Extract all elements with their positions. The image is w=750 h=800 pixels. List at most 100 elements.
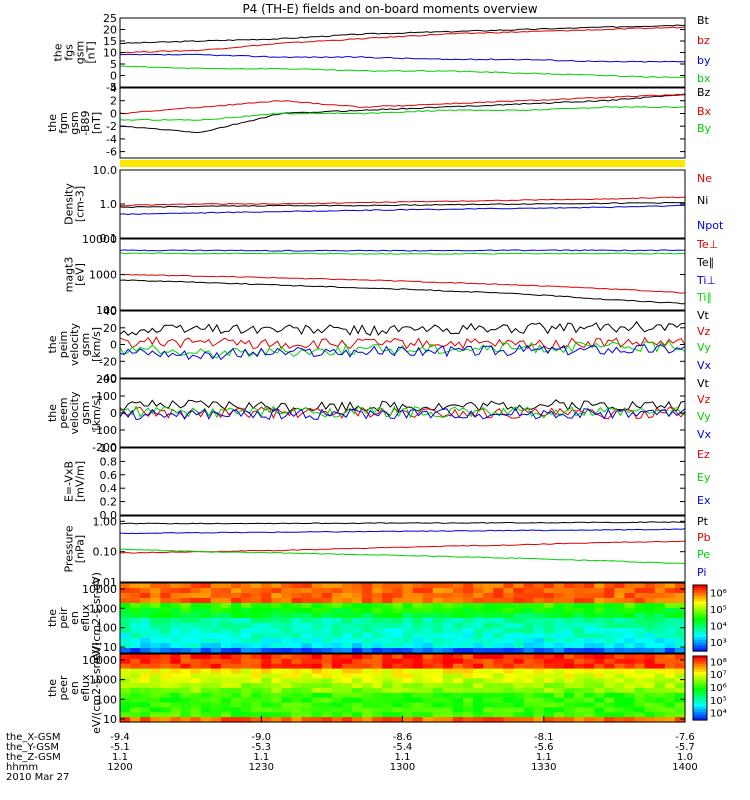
- spectrogram-cell: [382, 608, 393, 614]
- spectrogram-cell: [331, 588, 343, 594]
- spectrogram-cell: [362, 678, 373, 684]
- spectrogram-cell: [543, 668, 555, 675]
- spectrogram-cell: [301, 638, 313, 644]
- spectrogram-cell: [261, 673, 272, 679]
- colorbar-swatch: [693, 618, 707, 622]
- spectrogram-cell: [553, 588, 565, 594]
- spectrogram-cell: [170, 663, 182, 670]
- spectrogram-cell: [140, 603, 151, 609]
- spectrogram-cell: [503, 643, 515, 649]
- spectrogram-cell: [140, 702, 151, 709]
- legend-entry: Te⊥: [696, 238, 718, 251]
- spectrogram-cell: [130, 648, 141, 654]
- spectrogram-cell: [402, 688, 414, 694]
- spectrogram-cell: [584, 633, 595, 639]
- spectrogram-cell: [594, 628, 605, 634]
- spectrogram-cell: [231, 588, 242, 594]
- spectrogram-cell: [432, 618, 444, 624]
- spectrogram-cell: [463, 658, 474, 665]
- spectrogram-cell: [231, 643, 242, 649]
- spectrogram-cell: [220, 608, 232, 614]
- spectrogram-cell: [664, 608, 676, 614]
- spectrogram-cell: [130, 683, 141, 689]
- spectrogram-cell: [644, 707, 656, 713]
- y-tick-label: 100: [96, 693, 117, 706]
- spectrogram-cell: [654, 692, 666, 699]
- spectrogram-cell: [473, 628, 484, 634]
- spectrogram-cell: [352, 633, 363, 639]
- spectrogram-cell: [180, 588, 192, 594]
- colorbar-swatch: [693, 698, 707, 702]
- spectrogram-cell: [281, 643, 293, 649]
- x-axis-value: 1.1: [395, 752, 411, 763]
- spectrogram-cell: [190, 583, 202, 589]
- spectrogram-cell: [442, 712, 454, 718]
- spectrogram-cell: [352, 643, 363, 649]
- y-axis-label: thepeimvelocitygsm[km/s]: [46, 323, 103, 366]
- spectrogram-cell: [654, 583, 666, 589]
- spectrogram-cell: [624, 603, 636, 609]
- spectrogram-cell: [604, 707, 615, 713]
- spectrogram-cell: [150, 588, 161, 594]
- spectrogram-cell: [180, 717, 192, 723]
- spectrogram-cell: [664, 583, 676, 589]
- spectrogram-cell: [190, 658, 202, 665]
- spectrogram-cell: [523, 663, 535, 670]
- spectrogram-cell: [543, 588, 555, 594]
- spectrogram-cell: [624, 643, 636, 649]
- spectrogram-cell: [594, 603, 605, 609]
- spectrogram-cell: [463, 583, 474, 589]
- legend-entry: Npot: [697, 219, 724, 232]
- spectrogram-cell: [584, 678, 595, 684]
- spectrogram-cell: [674, 598, 686, 604]
- spectrogram-cell: [614, 593, 626, 599]
- spectrogram-cell: [574, 618, 585, 624]
- spectrogram-cell: [251, 628, 262, 634]
- spectrogram-cell: [574, 663, 585, 670]
- spectrogram-cell: [311, 598, 323, 604]
- spectrogram-cell: [231, 603, 242, 609]
- spectrogram-cell: [634, 697, 646, 704]
- x-axis-value: -9.0: [252, 732, 272, 743]
- spectrogram-cell: [483, 593, 494, 599]
- spectrogram-cell: [493, 712, 504, 718]
- colorbar-tick-label: 10⁴: [710, 709, 727, 720]
- plot-title: P4 (TH-E) fields and on-board moments ov…: [242, 2, 537, 16]
- series-line-Pe: [119, 548, 686, 565]
- spectrogram-cell: [281, 603, 293, 609]
- spectrogram-cell: [231, 678, 242, 684]
- spectrogram-cell: [311, 678, 323, 684]
- spectrogram-cell: [210, 588, 222, 594]
- spectrogram-cell: [674, 593, 686, 599]
- spectrogram-cell: [231, 668, 242, 675]
- spectrogram-cell: [594, 692, 605, 699]
- series-line-Pt: [119, 521, 686, 525]
- spectrogram-cell: [281, 697, 293, 704]
- spectrogram-cell: [291, 707, 303, 713]
- spectrogram-cell: [473, 668, 484, 675]
- spectrogram-cell: [220, 583, 232, 589]
- spectrogram-cell: [563, 663, 575, 670]
- colorbar-swatch: [693, 712, 707, 716]
- spectrogram-cell: [523, 603, 535, 609]
- spectrogram-cell: [452, 593, 464, 599]
- y-tick-label: -200: [92, 441, 117, 454]
- spectrogram-cell: [271, 654, 282, 660]
- legend-entry: Vx: [697, 359, 712, 372]
- spectrogram-cell: [362, 618, 373, 624]
- spectrogram-cell: [604, 588, 615, 594]
- spectrogram-cell: [372, 692, 383, 699]
- spectrogram-cell: [523, 688, 535, 694]
- spectrogram-cell: [140, 623, 151, 629]
- spectrogram-cell: [170, 697, 182, 704]
- spectrogram-cell: [291, 638, 303, 644]
- spectrogram-cell: [281, 588, 293, 594]
- spectrogram-cell: [200, 603, 212, 609]
- spectrogram-cell: [402, 603, 414, 609]
- spectrogram-cell: [402, 643, 414, 649]
- spectrogram-cell: [220, 697, 232, 704]
- spectrogram-cell: [432, 712, 444, 718]
- spectrogram-cell: [241, 683, 252, 689]
- spectrogram-cell: [614, 692, 626, 699]
- y-tick-label: 0.2: [100, 496, 118, 509]
